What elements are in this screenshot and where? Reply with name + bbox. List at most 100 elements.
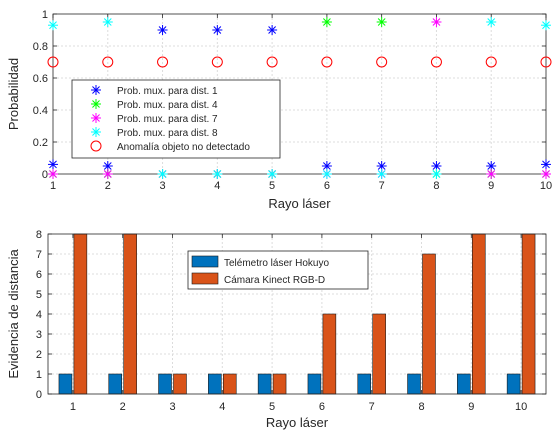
legend-marker-asterisk <box>91 99 101 109</box>
x-tick-label: 8 <box>418 401 424 413</box>
x-tick-label: 4 <box>214 180 220 192</box>
y-tick-label: 1 <box>42 9 48 21</box>
x-tick-label: 10 <box>540 180 552 192</box>
x-tick-label: 1 <box>70 401 76 413</box>
x-tick-label: 9 <box>488 180 494 192</box>
x-tick-label: 6 <box>324 180 330 192</box>
series-5 <box>47 56 552 68</box>
data-point-asterisk <box>541 159 551 170</box>
x-axis-label: Rayo láser <box>268 196 331 211</box>
data-point-asterisk <box>102 17 113 27</box>
legend: Prob. mux. para dist. 1 Prob. mux. para d… <box>71 79 281 159</box>
x-tick-label: 4 <box>219 401 225 413</box>
data-point-asterisk <box>486 169 497 179</box>
legend-marker-asterisk <box>91 85 101 95</box>
bar <box>73 233 88 395</box>
y-tick-label: 7 <box>36 249 42 261</box>
x-axis-label: Rayo láser <box>266 415 329 430</box>
bar <box>506 373 521 395</box>
x-tick-label: 3 <box>169 401 175 413</box>
data-point-asterisk <box>376 17 387 27</box>
bar <box>471 233 486 395</box>
data-point-asterisk <box>212 25 223 35</box>
bar <box>322 313 337 395</box>
data-point-asterisk <box>212 169 223 179</box>
data-point-circle <box>376 56 388 68</box>
x-tick-label: 9 <box>468 401 474 413</box>
legend-entry: Prob. mux. para dist. 8 <box>117 128 218 139</box>
legend-marker-asterisk <box>91 127 101 137</box>
probability-scatter-chart: 1 2 3 4 5 6 7 8 9 10 0 0.2 0.4 0.6 0.8 1 Rayo láser Proba… <box>6 9 552 211</box>
bar <box>457 373 471 395</box>
y-tick-label: 8 <box>36 229 42 241</box>
bar <box>58 373 73 395</box>
series-4 <box>48 17 551 179</box>
bar <box>521 233 536 395</box>
axes-box <box>52 13 547 175</box>
legend: Telémetro láser Hokuyo Cámara Kinect RGB-… <box>187 250 369 290</box>
legend-entry: Prob. mux. para dist. 7 <box>117 114 218 125</box>
bar <box>158 373 172 395</box>
data-point-circle <box>485 56 497 68</box>
series-1 <box>48 25 551 171</box>
bar-series-2 <box>73 233 536 395</box>
x-tick-label: 2 <box>120 401 126 413</box>
data-point-asterisk <box>267 25 278 35</box>
bar <box>223 373 237 395</box>
legend-marker-circle <box>90 140 102 152</box>
data-point-asterisk <box>541 20 551 31</box>
legend-swatch <box>191 255 219 268</box>
y-tick-label: 0.8 <box>33 41 48 53</box>
bar-series-1 <box>58 373 521 395</box>
bar <box>307 373 322 395</box>
y-tick-label: 2 <box>36 349 42 361</box>
x-tick-label: 3 <box>159 180 165 192</box>
x-tick-label: 6 <box>319 401 325 413</box>
x-tick-label: 1 <box>50 180 56 192</box>
y-tick-label: 4 <box>36 309 42 321</box>
y-axis-label: Evidencia de distancia <box>6 249 21 379</box>
data-point-circle <box>211 56 223 68</box>
y-tick-label: 6 <box>36 269 42 281</box>
bar <box>372 313 386 395</box>
data-point-circle <box>430 56 442 68</box>
data-point-asterisk <box>486 161 497 171</box>
y-tick-label: 0.2 <box>33 137 48 149</box>
distance-evidence-bar-chart: 1 2 3 4 5 6 7 8 9 10 0 1 2 3 4 5 6 7 8 Rayo láser Evidencia … <box>6 229 547 430</box>
data-point-asterisk <box>48 20 58 31</box>
data-point-asterisk <box>486 17 497 27</box>
data-point-asterisk <box>376 169 387 179</box>
data-point-circle <box>266 56 278 68</box>
legend-entry: Cámara Kinect RGB-D <box>224 275 325 286</box>
data-point-asterisk <box>267 169 278 179</box>
data-point-circle <box>102 56 114 68</box>
data-point-asterisk <box>321 169 332 179</box>
data-point-asterisk <box>431 17 442 27</box>
y-tick-label: 5 <box>36 289 42 301</box>
x-tick-label: 8 <box>433 180 439 192</box>
legend-entry: Anomalía objeto no detectado <box>117 142 250 153</box>
x-tick-label: 5 <box>269 180 275 192</box>
y-axis-label: Probabilidad <box>6 58 21 130</box>
bar <box>357 373 372 395</box>
data-point-circle <box>540 56 552 68</box>
data-point-asterisk <box>541 169 551 179</box>
data-point-asterisk <box>157 25 168 35</box>
data-point-asterisk <box>102 169 113 179</box>
legend-marker-asterisk <box>91 113 101 123</box>
data-point-circle <box>157 56 169 68</box>
bar <box>173 373 187 395</box>
y-tick-label: 0.6 <box>33 73 48 85</box>
data-point-asterisk <box>376 161 387 171</box>
bar <box>208 373 222 395</box>
data-point-asterisk <box>157 169 168 179</box>
x-tick-label: 5 <box>269 401 275 413</box>
data-point-circle <box>47 56 59 68</box>
data-point-asterisk <box>48 159 58 170</box>
data-point-circle <box>321 56 333 68</box>
x-tick-label: 2 <box>105 180 111 192</box>
x-tick-label: 10 <box>515 401 527 413</box>
bar <box>257 373 272 395</box>
